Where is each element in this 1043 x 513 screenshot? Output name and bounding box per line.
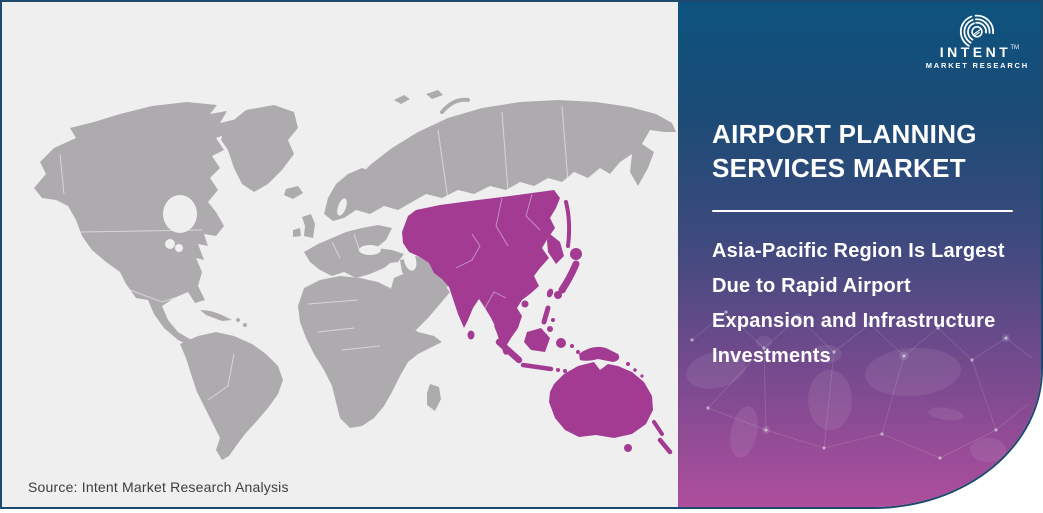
- region-sulawesi: [556, 338, 566, 348]
- molucca-island: [576, 350, 580, 354]
- region-greenland: [221, 105, 298, 192]
- region-uk: [302, 214, 315, 238]
- region-europe: [304, 225, 394, 278]
- region-new-zealand-south: [657, 437, 673, 455]
- molucca-island: [570, 344, 574, 348]
- divider: [712, 209, 1013, 212]
- region-philippines-luzon: [541, 305, 551, 325]
- region-tasmania: [624, 444, 632, 452]
- region-borneo: [524, 328, 550, 352]
- region-novaya-zemlya: [440, 97, 470, 114]
- panel-title: AIRPORT PLANNING SERVICES MARKET: [712, 119, 977, 183]
- map-landmass-gray: [34, 90, 676, 460]
- pacific-island: [633, 368, 637, 372]
- signal-icon: [960, 14, 995, 47]
- region-new-zealand-north: [652, 420, 664, 436]
- map-country-borders: [59, 105, 569, 401]
- region-russia: [332, 100, 676, 218]
- region-asia-mainland: [402, 190, 560, 348]
- region-kyushu: [554, 291, 562, 299]
- brand-trademark: TM: [1010, 45, 1019, 51]
- region-hokkaido: [570, 248, 582, 260]
- panel-content: AIRPORT PLANNING SERVICES MARKET Asia-Pa…: [712, 118, 1013, 374]
- region-korea: [547, 234, 564, 264]
- info-panel: INTENT TM MARKET RESEARCH AIRPORT PLANNI…: [678, 2, 1041, 507]
- black-sea: [359, 245, 381, 255]
- region-sumatra: [495, 338, 523, 364]
- region-iceland: [284, 186, 303, 199]
- sunda-island: [563, 369, 567, 373]
- great-lakes: [175, 244, 183, 252]
- region-africa: [298, 276, 442, 428]
- caribbean-island: [243, 323, 247, 327]
- region-arctic-islands: [426, 90, 443, 99]
- region-sri-lanka: [467, 330, 475, 340]
- region-sakhalin: [564, 200, 572, 248]
- region-madagascar: [427, 384, 441, 411]
- region-honshu: [558, 260, 580, 294]
- region-north-america: [34, 102, 237, 352]
- sunda-island: [556, 368, 560, 372]
- pacific-island: [626, 362, 630, 366]
- region-australia: [549, 362, 653, 438]
- brand-tagline: MARKET RESEARCH: [925, 61, 1029, 70]
- source-note: Source: Intent Market Research Analysis: [28, 479, 289, 495]
- region-java: [520, 362, 554, 372]
- world-map-section: Source: Intent Market Research Analysis: [2, 2, 678, 507]
- caspian-sea: [403, 249, 417, 271]
- region-hainan: [521, 300, 529, 308]
- great-lakes: [165, 239, 175, 249]
- region-south-america: [180, 332, 283, 460]
- region-shikoku: [560, 287, 566, 293]
- philippine-island: [551, 318, 555, 322]
- map-region-asia-pacific-highlight: [402, 190, 673, 455]
- baltic-sea: [337, 198, 347, 216]
- panel-subtitle: Asia-Pacific Region Is Largest Due to Ra…: [712, 239, 1005, 367]
- region-ireland: [293, 228, 301, 237]
- region-taiwan: [546, 288, 554, 298]
- brand-logo: INTENT TM MARKET RESEARCH: [926, 12, 1029, 70]
- region-svalbard: [394, 95, 410, 104]
- hudson-bay: [163, 195, 197, 233]
- pacific-island: [640, 374, 644, 378]
- caribbean-island: [236, 318, 240, 322]
- world-map: [34, 90, 676, 460]
- region-cuba: [200, 310, 232, 321]
- region-new-guinea: [579, 346, 620, 362]
- philippine-island: [547, 326, 553, 332]
- brand-name: INTENT: [939, 44, 1012, 60]
